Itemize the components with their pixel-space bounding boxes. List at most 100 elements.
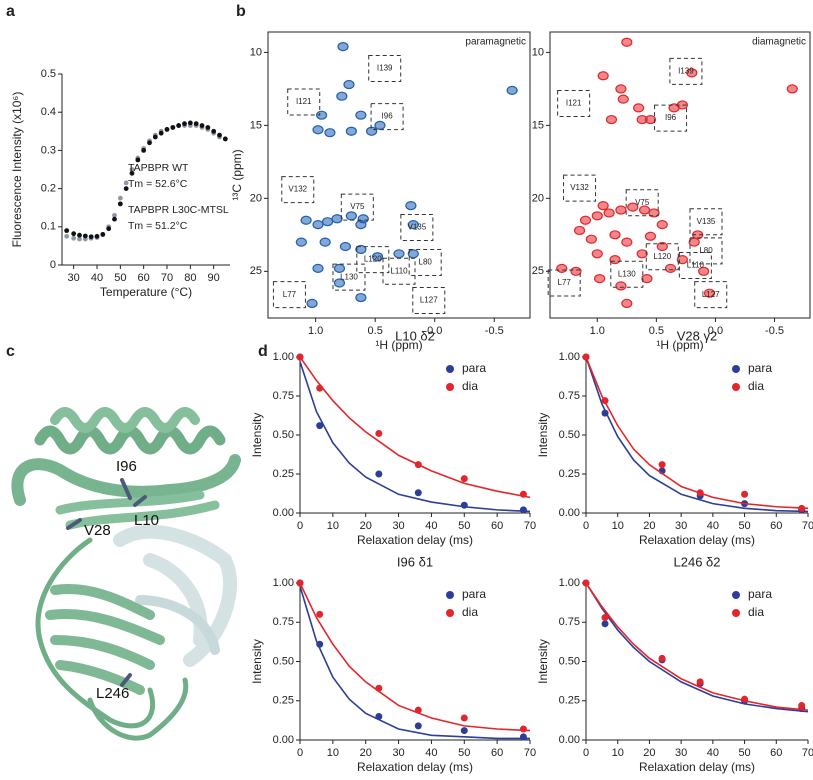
x-tick-label: 30 bbox=[392, 520, 404, 532]
peak bbox=[597, 201, 609, 211]
peak bbox=[331, 214, 343, 224]
data-point bbox=[88, 234, 94, 240]
fit-curve bbox=[585, 356, 809, 513]
data-point bbox=[460, 475, 468, 483]
peak bbox=[306, 298, 318, 309]
peak bbox=[664, 263, 677, 273]
peak bbox=[374, 120, 386, 130]
y-tick-label: 0.50 bbox=[273, 655, 294, 667]
peak bbox=[644, 231, 657, 241]
y-tick-label: 0.50 bbox=[559, 655, 580, 667]
peak bbox=[585, 234, 597, 244]
chart-title: V28 γ2 bbox=[677, 328, 717, 343]
region-label: L130 bbox=[340, 272, 358, 281]
region-label: L77 bbox=[558, 278, 572, 287]
region-label: L80 bbox=[419, 258, 433, 267]
region-label: I121 bbox=[296, 97, 312, 106]
x-tick-label: 0 bbox=[297, 747, 303, 759]
peak bbox=[605, 114, 618, 125]
peak bbox=[686, 68, 698, 78]
data-point bbox=[117, 201, 123, 207]
region-label: L130 bbox=[618, 269, 636, 278]
peak-region bbox=[654, 104, 688, 132]
peak-region bbox=[689, 208, 723, 236]
peak bbox=[355, 292, 367, 303]
data-point bbox=[182, 121, 187, 127]
region-label: V135 bbox=[408, 223, 427, 232]
legend-marker bbox=[732, 591, 740, 599]
legend-label: dia bbox=[462, 605, 478, 619]
region-label: L120 bbox=[653, 252, 671, 261]
x-tick-label: 20 bbox=[360, 520, 372, 532]
peak bbox=[570, 266, 582, 276]
y-tick-label: 0.5 bbox=[41, 68, 56, 80]
residue-label: L246 bbox=[96, 685, 129, 702]
data-point bbox=[211, 128, 217, 134]
data-point bbox=[222, 136, 228, 142]
peak bbox=[786, 84, 798, 94]
x-tick-label: 40 bbox=[425, 747, 437, 759]
annotation: Tm = 52.6°C bbox=[128, 178, 188, 190]
data-point bbox=[316, 640, 324, 648]
peak bbox=[405, 201, 417, 211]
peak bbox=[597, 71, 609, 81]
data-point bbox=[112, 216, 117, 222]
data-point bbox=[71, 231, 77, 237]
data-point bbox=[741, 695, 749, 703]
y-tick-label: 0.25 bbox=[559, 695, 580, 707]
legend-label: para bbox=[462, 587, 486, 601]
y-tick-label: 10 bbox=[532, 46, 544, 58]
x-tick-label: 50 bbox=[738, 520, 750, 532]
data-point bbox=[519, 490, 527, 498]
x-tick-label: 40 bbox=[425, 520, 437, 532]
fit-curve bbox=[299, 582, 531, 732]
peak bbox=[656, 241, 668, 252]
data-point bbox=[460, 727, 468, 735]
residue-label: L10 bbox=[134, 512, 159, 529]
x-tick-label: 50 bbox=[738, 747, 750, 759]
data-point bbox=[135, 157, 141, 163]
x-tick-label: 30 bbox=[675, 747, 687, 759]
region-label: V135 bbox=[697, 217, 716, 226]
x-tick-label: 50 bbox=[114, 272, 126, 284]
x-tick-label: 30 bbox=[68, 272, 80, 284]
data-point bbox=[316, 610, 324, 618]
x-tick-label: 60 bbox=[491, 520, 503, 532]
y-tick-label: 0.25 bbox=[559, 468, 580, 480]
x-axis-label: Relaxation delay (ms) bbox=[357, 533, 473, 547]
plot-frame bbox=[549, 31, 811, 319]
peak-region bbox=[678, 251, 712, 279]
region-label: L77 bbox=[283, 290, 297, 299]
data-point bbox=[64, 228, 70, 234]
x-tick-label: 30 bbox=[392, 747, 404, 759]
x-tick-label: 40 bbox=[91, 272, 103, 284]
fit-curve bbox=[585, 582, 809, 713]
x-axis-label: Relaxation delay (ms) bbox=[357, 760, 473, 774]
peak bbox=[579, 215, 592, 225]
y-tick-label: 1.00 bbox=[273, 577, 294, 589]
x-tick-label: 40 bbox=[707, 747, 719, 759]
data-point bbox=[296, 579, 304, 587]
x-tick-label: 30 bbox=[675, 520, 687, 532]
y-axis-label: Intensity bbox=[536, 413, 550, 458]
legend-marker bbox=[732, 383, 740, 391]
x-tick-label: 70 bbox=[524, 747, 536, 759]
x-tick-label: 0.5 bbox=[368, 325, 383, 337]
y-tick-label: 20 bbox=[250, 192, 262, 204]
data-point bbox=[798, 701, 806, 709]
peak-region bbox=[625, 189, 659, 217]
x-tick-label: 70 bbox=[524, 520, 536, 532]
y-tick-label: 0.50 bbox=[559, 429, 580, 441]
y-tick-label: 1.00 bbox=[559, 577, 580, 589]
x-tick-label: -0.5 bbox=[485, 325, 504, 337]
peak bbox=[371, 252, 384, 262]
y-tick-label: 25 bbox=[532, 265, 544, 277]
region-label: L127 bbox=[420, 296, 438, 305]
peak-region bbox=[408, 249, 442, 277]
y-tick-label: 0.4 bbox=[41, 106, 56, 118]
x-tick-label: 50 bbox=[458, 520, 470, 532]
peak bbox=[357, 214, 369, 224]
y-tick-label: 0.75 bbox=[273, 616, 294, 628]
x-tick-label: 0 bbox=[583, 747, 589, 759]
y-tick-label: 0 bbox=[50, 259, 56, 271]
